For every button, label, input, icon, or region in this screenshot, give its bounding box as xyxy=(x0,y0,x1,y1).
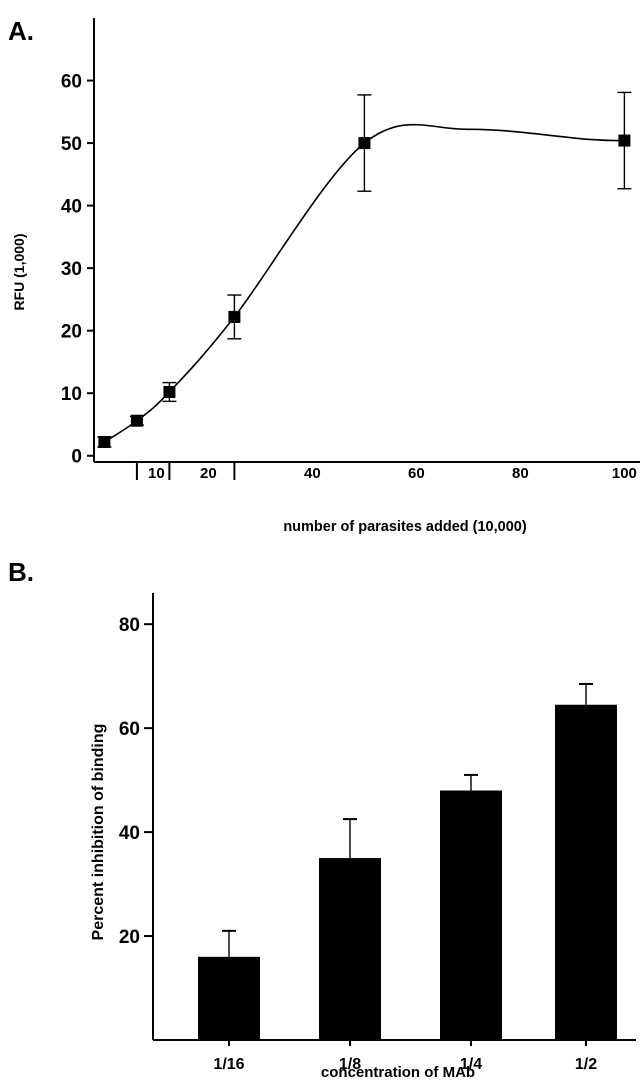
a-y-tick-label: 40 xyxy=(61,197,82,218)
a-x-tick-label: 60 xyxy=(408,465,425,482)
a-data-point xyxy=(98,435,111,448)
b-bar xyxy=(440,790,502,1040)
chart-a-axes xyxy=(93,18,640,463)
chart-a-curve xyxy=(103,123,625,443)
b-y-tick-label: 40 xyxy=(119,823,140,844)
panel-b-label: B. xyxy=(8,557,34,587)
a-y-tick-label: 10 xyxy=(61,384,82,405)
a-data-point xyxy=(130,414,143,427)
chart-b-bars xyxy=(198,682,617,1040)
chart-a-points xyxy=(97,91,632,448)
a-data-point xyxy=(358,137,371,150)
a-x-tick-label: 40 xyxy=(304,465,321,482)
chart-b-x-axis-label: concentration of MAb xyxy=(321,1064,475,1081)
chart-a-x-axis-label: number of parasites added (10,000) xyxy=(283,519,527,535)
a-x-tick-label: 100 xyxy=(612,465,637,482)
a-x-tick-label: 20 xyxy=(200,465,217,482)
chart-b-ticks: 20 40 60 80 1/16 1/8 1/4 1/2 xyxy=(119,615,597,1073)
b-x-tick-label: 1/2 xyxy=(575,1056,597,1073)
b-x-tick-label: 1/16 xyxy=(213,1056,244,1073)
chart-b: 20 40 60 80 1/16 1/8 1/4 1/2 concentration of M… xyxy=(90,593,636,1081)
chart-b-y-axis-label: Percent inhibition of binding xyxy=(90,724,107,941)
b-y-tick-label: 20 xyxy=(119,927,140,948)
b-x-tick-label: 1/4 xyxy=(460,1056,482,1073)
a-y-tick-label: 50 xyxy=(61,134,82,155)
b-y-tick-label: 80 xyxy=(119,615,140,636)
b-x-tick-label: 1/8 xyxy=(339,1056,361,1073)
a-series-line xyxy=(103,123,625,443)
a-data-point xyxy=(228,310,241,323)
a-y-tick-label: 30 xyxy=(61,259,82,280)
b-y-tick-label: 60 xyxy=(119,719,140,740)
a-x-tick-label: 10 xyxy=(148,465,165,482)
b-bar xyxy=(198,956,260,1040)
a-y-tick-label: 60 xyxy=(61,72,82,93)
a-x-tick-label: 80 xyxy=(512,465,529,482)
panel-a-label: A. xyxy=(8,16,34,46)
chart-a: 0 10 20 30 40 50 60 10 20 40 60 80 100 number of par… xyxy=(11,18,640,535)
a-y-tick-label: 20 xyxy=(61,322,82,343)
b-bar xyxy=(555,704,617,1040)
a-data-point xyxy=(618,134,631,147)
b-bar xyxy=(319,858,381,1040)
chart-a-y-axis-label: RFU (1,000) xyxy=(11,233,27,310)
a-y-tick-label: 0 xyxy=(71,447,82,468)
chart-a-ticks: 0 10 20 30 40 50 60 10 20 40 60 80 100 xyxy=(61,72,637,482)
a-data-point xyxy=(163,385,176,398)
